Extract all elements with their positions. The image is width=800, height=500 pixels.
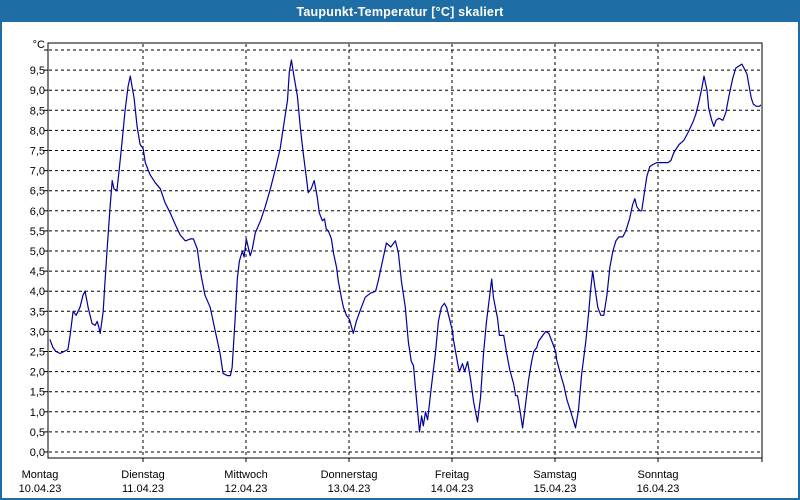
y-tick-label: 3,0 <box>30 326 45 338</box>
x-day-date-label: 11.04.23 <box>122 483 164 495</box>
x-day-weekday-label: Sonntag <box>638 469 679 481</box>
x-day-date-label: 13.04.23 <box>328 483 371 495</box>
title-bar: Taupunkt-Temperatur [°C] skaliert <box>2 2 798 22</box>
x-day-date-label: 16.04.23 <box>637 483 680 495</box>
y-tick-label: 0,0 <box>30 447 45 459</box>
y-tick-label: 1,0 <box>30 407 45 419</box>
y-tick-label: 6,0 <box>30 206 45 218</box>
y-tick-label: 4,0 <box>30 286 45 298</box>
y-tick-label: 7,5 <box>30 146 45 158</box>
y-tick-label: 9,0 <box>30 85 45 97</box>
y-tick-label: 3,5 <box>30 306 45 318</box>
y-tick-label: 7,0 <box>30 166 45 178</box>
y-tick-label: 6,5 <box>30 186 45 198</box>
y-tick-label: 5,5 <box>30 226 45 238</box>
x-day-weekday-label: Samstag <box>533 469 576 481</box>
y-tick-label: 8,0 <box>30 125 45 137</box>
plot-frame <box>47 42 763 459</box>
x-day-weekday-label: Mittwoch <box>224 469 267 481</box>
y-tick-label: 1,5 <box>30 387 45 399</box>
chart-line <box>49 59 761 433</box>
x-day-weekday-label: Dienstag <box>121 469 164 481</box>
y-tick-label: 0,5 <box>30 427 45 439</box>
y-tick-label: 4,5 <box>30 266 45 278</box>
window-title: Taupunkt-Temperatur [°C] skaliert <box>296 5 504 19</box>
x-day-date-label: 10.04.23 <box>19 483 62 495</box>
y-tick-label: 5,0 <box>30 246 45 258</box>
x-day-date-label: 12.04.23 <box>225 483 268 495</box>
x-day-weekday-label: Montag <box>22 469 59 481</box>
y-tick-label: 9,5 <box>30 65 45 77</box>
x-day-date-label: 14.04.23 <box>431 483 474 495</box>
y-tick-label: 2,0 <box>30 367 45 379</box>
x-day-weekday-label: Donnerstag <box>321 469 378 481</box>
x-day-date-label: 15.04.23 <box>534 483 577 495</box>
x-day-weekday-label: Freitag <box>435 469 469 481</box>
y-axis-unit-label: °C <box>33 39 45 51</box>
y-tick-label: 2,5 <box>30 347 45 359</box>
y-tick-label: 8,5 <box>30 105 45 117</box>
